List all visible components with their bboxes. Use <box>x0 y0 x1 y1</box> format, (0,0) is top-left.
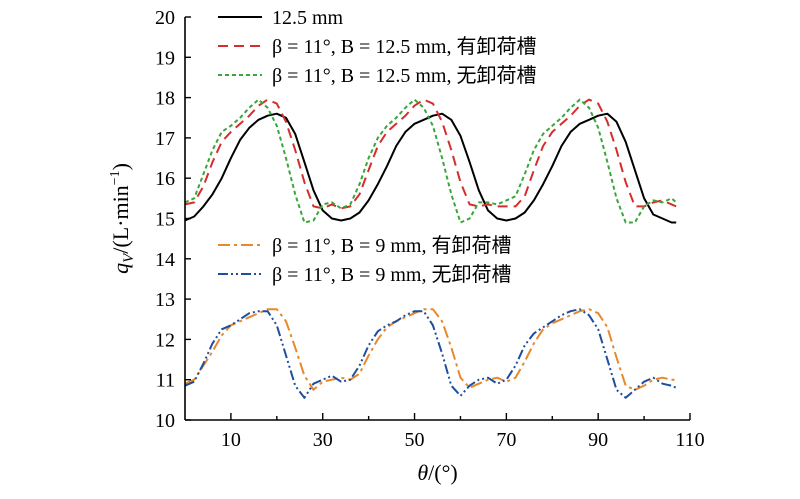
y-tick-label: 12 <box>155 329 175 351</box>
y-axis-title: qV/(L·min−1) <box>108 163 137 274</box>
axes-group: 10 11 12 13 14 15 16 17 18 19 20 10 30 50 70 90 110 <box>155 7 705 451</box>
legend-label-3: β = 11°, B = 9 mm, 有卸荷槽 <box>272 234 511 257</box>
y-tick-label: 10 <box>155 410 175 432</box>
y-tick-label: 11 <box>156 370 175 392</box>
x-tick-label: 50 <box>405 429 425 451</box>
legend-label-4: β = 11°, B = 9 mm, 无卸荷槽 <box>272 263 511 286</box>
series-line-4 <box>184 308 677 399</box>
legend-group: 12.5 mm β = 11°, B = 12.5 mm, 有卸荷槽 β = 11°… <box>218 7 536 286</box>
axis-titles-group: θ/(°) qV/(L·min−1) <box>108 163 458 485</box>
y-tick-label: 13 <box>155 289 175 311</box>
series-line-0 <box>184 112 677 224</box>
y-tick-label: 14 <box>155 249 175 271</box>
x-axis-title: θ/(°) <box>417 460 457 485</box>
x-tick-label: 90 <box>588 429 608 451</box>
legend-label-1: β = 11°, B = 12.5 mm, 有卸荷槽 <box>272 35 536 58</box>
x-tick-label: 30 <box>313 429 333 451</box>
y-tick-label: 17 <box>155 128 175 150</box>
x-tick-label: 10 <box>221 429 241 451</box>
y-tick-label: 20 <box>155 7 175 29</box>
legend-label-2: β = 11°, B = 12.5 mm, 无卸荷槽 <box>272 64 536 87</box>
legend-label-0: 12.5 mm <box>272 7 344 29</box>
y-tick-label: 15 <box>155 209 175 231</box>
y-tick-label: 16 <box>155 168 175 190</box>
series-group <box>184 98 677 399</box>
x-tick-label: 70 <box>496 429 516 451</box>
series-line-2 <box>184 98 677 224</box>
y-tick-label: 19 <box>155 47 175 69</box>
x-tick-label: 110 <box>675 429 704 451</box>
series-line-3 <box>184 308 677 391</box>
y-tick-label: 18 <box>155 88 175 110</box>
series-line-1 <box>184 98 677 210</box>
